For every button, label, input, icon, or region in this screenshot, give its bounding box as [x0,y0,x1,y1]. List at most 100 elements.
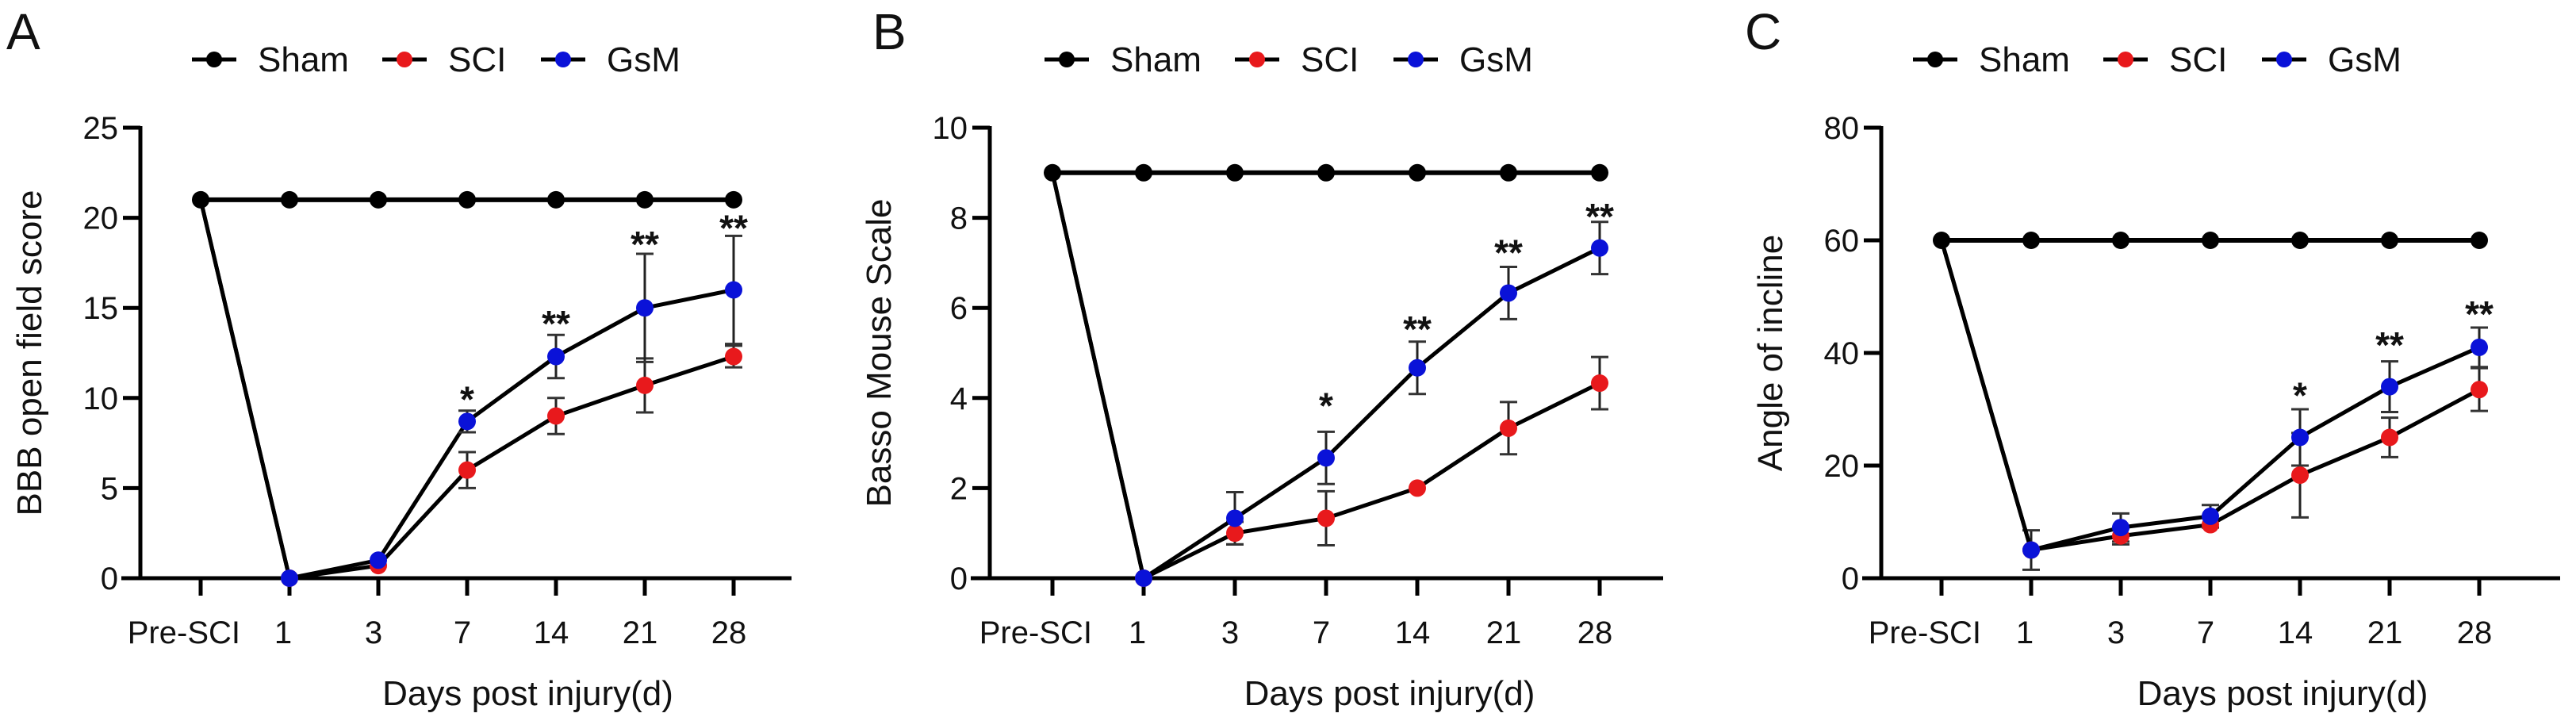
data-point [547,347,565,366]
legend-marker [1249,52,1265,67]
significance-annotations: ***** [2293,293,2494,416]
y-tick-label: 0 [950,562,968,596]
data-point [725,281,742,299]
x-tick-label: Pre-SCI [1869,615,1981,650]
markers-sci [281,347,742,587]
legend-item-sci: SCI [2103,40,2227,79]
x-tick-label: 14 [534,615,569,650]
chart-panel-c: C Sham SCI GsM 0 20 40 60 80 Angle of incline Pre-… [1745,3,2560,713]
data-point [2291,428,2309,447]
data-point [1591,374,1608,393]
data-point [1044,163,1061,182]
significance-marker: ** [1403,309,1432,350]
x-axis: Pre-SCI 1 3 7 14 21 28 Days post injury(d) [971,576,1663,713]
y-tick-label: 60 [1824,224,1860,259]
x-tick-label: Pre-SCI [979,615,1092,650]
x-tick-label: 3 [1221,615,1239,650]
data-point [1500,284,1517,302]
legend-label: SCI [2169,40,2227,79]
panel-letter: B [872,3,907,60]
data-point [547,190,565,209]
x-tick-label: 1 [1129,615,1146,650]
data-point [636,190,654,209]
x-tick-label: 1 [2016,615,2034,650]
data-point [370,551,387,569]
data-point [1317,163,1335,182]
series-line [1939,240,2481,553]
x-tick-label: 28 [1577,615,1613,650]
x-tick-label: 21 [623,615,658,650]
data-point [2202,507,2219,525]
y-axis: 0 20 40 60 80 Angle of incline [1751,111,1884,596]
data-point [1500,419,1517,437]
legend-label: Sham [1979,40,2070,79]
markers-sham [192,190,742,209]
data-point [1409,163,1426,182]
y-tick-label: 10 [83,382,119,416]
legend-marker [206,52,222,67]
y-tick-label: 5 [101,471,118,506]
y-axis: 0 5 10 15 20 25 BBB open field score [10,111,143,596]
legend-item-sham: Sham [1913,40,2070,79]
data-point [1591,239,1608,257]
data-point [2202,232,2219,249]
legend-marker [2118,52,2133,67]
x-axis-title: Days post injury(d) [382,674,673,713]
data-point [636,376,654,394]
data-point [1317,509,1335,527]
data-point [636,299,654,317]
x-tick-label: 21 [1486,615,1522,650]
chart-panel-b: B Sham SCI GsM 0 2 4 6 8 10 Basso Mouse Scale Pre-S… [860,3,1663,713]
significance-annotations: ******* [1319,196,1614,427]
y-tick-label: 15 [83,291,119,326]
data-point [1226,509,1244,527]
x-axis-title: Days post injury(d) [2137,674,2428,713]
data-point [1226,524,1244,543]
data-point [1317,449,1335,467]
data-point [1933,232,1950,249]
legend-item-sham: Sham [192,40,349,79]
markers-sci [1135,374,1608,587]
significance-marker: ** [631,224,659,265]
legend-label: GsM [607,40,680,79]
x-axis: Pre-SCI 1 3 7 14 21 28 Days post injury(d) [1862,576,2560,713]
panel-letter: A [6,3,40,60]
y-axis-title: Basso Mouse Scale [860,199,899,508]
x-tick-label: 7 [1313,615,1330,650]
significance-marker: ** [542,303,570,344]
x-axis-title: Days post injury(d) [1244,674,1535,713]
legend-item-sham: Sham [1045,40,1202,79]
y-tick-label: 4 [950,382,968,416]
legend-marker [397,52,412,67]
legend: Sham SCI GsM [192,40,680,79]
data-point [2291,466,2309,485]
markers-gsm [281,281,742,587]
data-point [2471,381,2488,399]
legend-marker [1927,52,1943,67]
data-point [547,407,565,425]
x-tick-label: 28 [711,615,747,650]
markers-gsm [1135,239,1608,587]
legend-label: Sham [1110,40,1202,79]
data-point [458,190,476,209]
legend-item-sci: SCI [1235,40,1359,79]
legend-item-sci: SCI [382,40,506,79]
data-point [458,461,476,479]
data-point [1591,163,1608,182]
data-point [192,190,209,209]
y-tick-label: 2 [950,471,968,506]
significance-marker: * [460,379,474,420]
legend-label: GsM [2328,40,2402,79]
legend-marker [1408,52,1424,67]
legend: Sham SCI GsM [1045,40,1533,79]
significance-marker: ** [1494,232,1523,273]
significance-marker: ** [2375,324,2404,366]
data-point [281,569,298,587]
legend-item-gsm: GsM [541,40,680,79]
markers-sham [1044,163,1608,182]
y-tick-label: 80 [1824,111,1860,146]
x-tick-label: 14 [2278,615,2313,650]
y-tick-label: 0 [1842,562,1859,596]
data-point [2291,232,2309,249]
